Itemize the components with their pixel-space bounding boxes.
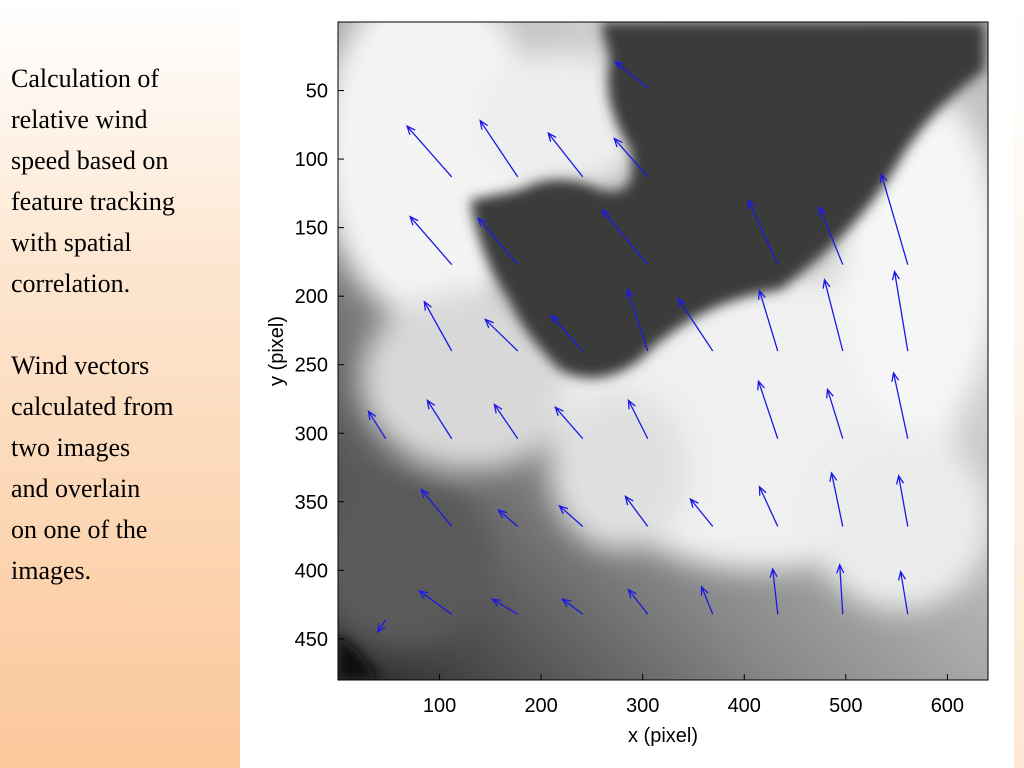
y-tick-label: 100 [295, 149, 328, 171]
wind-vector [891, 269, 909, 352]
wind-vector [757, 289, 779, 352]
wind-vector [550, 314, 584, 352]
y-axis-label: y (pixel) [266, 316, 288, 386]
wind-vector [825, 387, 844, 439]
paragraph: Wind vectors calculated from two images and… [11, 345, 173, 591]
wind-vector [836, 563, 845, 615]
text-line: on one of the [11, 515, 148, 544]
wind-vector [497, 508, 519, 527]
wind-vector [423, 300, 453, 352]
wind-vector [376, 619, 387, 634]
wind-vector [627, 398, 649, 440]
text-line: correlation. [11, 269, 131, 298]
wind-vector [879, 172, 909, 265]
plot-frame [337, 21, 989, 681]
wind-vector [896, 474, 909, 527]
wind-vector [624, 494, 649, 527]
paragraph: Calculation of relative wind speed based o… [11, 58, 175, 304]
text-line: with spatial [11, 228, 132, 257]
wind-vector [822, 278, 844, 352]
x-tick-label: 200 [524, 695, 557, 717]
x-tick-label: 600 [931, 695, 964, 717]
y-tick-label: 200 [295, 286, 328, 308]
y-tick-label: 350 [295, 492, 328, 514]
wind-vector [897, 570, 909, 615]
side-panel: Calculation of relative wind speed based o… [0, 0, 240, 768]
wind-vector [700, 585, 714, 615]
wind-vector [600, 208, 649, 266]
wind-vector [757, 379, 779, 439]
wind-vector [626, 287, 649, 352]
edge-band [1014, 0, 1024, 768]
wind-vector [405, 124, 453, 178]
x-tick-label: 100 [423, 695, 456, 717]
wind-vector [409, 215, 453, 266]
wind-vector [769, 567, 779, 615]
text-line: two images [11, 433, 131, 462]
wind-vector [420, 488, 453, 527]
wind-vector [747, 198, 779, 265]
text-line: feature tracking [11, 187, 175, 216]
text-line: speed based on [11, 146, 169, 175]
wind-vector [613, 137, 649, 178]
wind-vector [613, 60, 649, 89]
y-tick-label: 50 [306, 81, 328, 103]
wind-vector [477, 216, 519, 266]
y-tick-label: 300 [295, 423, 328, 445]
wind-vector [367, 409, 387, 440]
wind-vector [558, 504, 584, 527]
wind-vector [829, 471, 844, 527]
cloud-image [338, 22, 988, 680]
y-tick-label: 250 [295, 355, 328, 377]
text-line: Wind vectors [11, 351, 150, 380]
text-line: calculated from [11, 392, 174, 421]
x-tick-label: 400 [728, 695, 761, 717]
wind-vector [689, 497, 714, 527]
wind-vector [677, 297, 714, 352]
text-line: Calculation of [11, 64, 160, 93]
wind-vector [547, 131, 584, 178]
wind-vector [561, 598, 584, 615]
text-line: and overlain [11, 474, 141, 503]
text-line: images. [11, 556, 92, 585]
x-tick-label: 500 [829, 695, 862, 717]
wind-vector [479, 119, 519, 178]
wind-vector [891, 371, 909, 439]
wind-vector [627, 588, 649, 615]
wind-vector [493, 403, 519, 440]
wind-vector [490, 598, 519, 615]
x-tick-label: 300 [626, 695, 659, 717]
wind-vector [484, 318, 519, 352]
y-tick-label: 450 [295, 629, 328, 651]
wind-vector [818, 205, 844, 265]
x-axis-label: x (pixel) [628, 725, 698, 747]
wind-vector [758, 485, 779, 527]
wind-vector [426, 398, 453, 440]
y-tick-label: 150 [295, 218, 328, 240]
wind-vector [417, 589, 453, 615]
wind-vector [554, 405, 584, 440]
y-tick-label: 400 [295, 560, 328, 582]
text-line: relative wind [11, 105, 148, 134]
